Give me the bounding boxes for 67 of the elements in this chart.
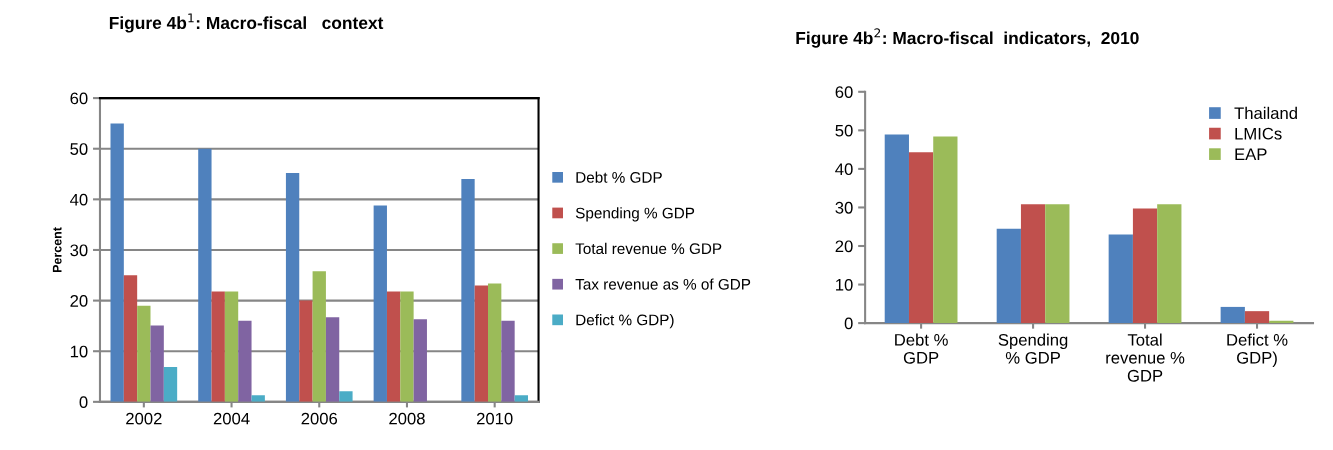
bar — [884, 134, 909, 324]
y-tick-label: 30 — [70, 244, 88, 257]
legend-label: Total revenue % GDP — [575, 242, 722, 255]
chart-title: Figure 4b$^{1}$: Macro-fiscal context — [109, 13, 384, 33]
bar — [373, 205, 387, 402]
bar — [163, 366, 178, 402]
bar — [211, 291, 225, 402]
y-tick-label: 10 — [836, 278, 853, 291]
bar — [996, 228, 1021, 324]
bar — [474, 285, 489, 402]
x-tick-label: 2004 — [213, 412, 250, 425]
legend-label: Defict % GDP) — [576, 314, 674, 329]
y-tick-label: 20 — [70, 295, 88, 307]
bar — [325, 317, 340, 402]
bar — [488, 283, 502, 402]
y-tick-label: 0 — [79, 396, 88, 409]
bar — [137, 305, 151, 402]
x-tick-label: 2008 — [389, 412, 425, 425]
bar — [224, 291, 239, 402]
y-tick-label: 40 — [70, 193, 88, 206]
bar — [1220, 306, 1245, 324]
y-tick-label: 60 — [835, 86, 853, 98]
bar — [285, 173, 300, 402]
bar — [1132, 208, 1158, 324]
x-tick-label: 2002 — [126, 412, 162, 425]
bar — [110, 123, 124, 402]
bar — [501, 320, 515, 402]
y-tick-label: 30 — [835, 201, 853, 214]
bar — [400, 291, 414, 402]
legend-label: EAP — [1235, 148, 1267, 160]
x-tick-label: Debt % GDP — [895, 333, 948, 364]
y-tick-label: 0 — [844, 317, 853, 330]
y-tick-label: 50 — [835, 124, 853, 137]
legend-label: Spending % GDP — [575, 207, 695, 222]
bar — [150, 325, 164, 402]
y-tick-label: 40 — [835, 163, 853, 176]
legend-label: Tax revenue as % of GDP — [575, 278, 751, 290]
bar — [1020, 204, 1046, 324]
bar — [299, 300, 313, 402]
x-tick-label: 2010 — [476, 412, 513, 425]
chart-title: Figure 4b$^{2}$: Macro-fiscal indicators, 2010 — [796, 28, 1139, 48]
legend-label: Thailand — [1234, 106, 1297, 120]
bar — [386, 291, 401, 402]
y-tick-label: 60 — [70, 92, 88, 105]
x-tick-label: Spending % GDP — [998, 333, 1068, 364]
bar — [413, 319, 427, 402]
y-axis-title: Percent — [52, 227, 62, 273]
bar — [312, 271, 326, 402]
bar — [1157, 204, 1182, 324]
bar — [339, 391, 353, 402]
bar — [123, 275, 138, 402]
bar — [908, 152, 934, 324]
legend-label: Debt % GDP — [576, 171, 662, 183]
x-tick-label: Total revenue % GDP — [1106, 333, 1185, 382]
bar — [933, 136, 958, 324]
y-tick-label: 50 — [70, 143, 88, 155]
bar — [1045, 204, 1070, 324]
x-tick-label: Defict % GDP) — [1227, 333, 1288, 367]
bar — [461, 179, 475, 402]
y-tick-label: 10 — [70, 345, 88, 358]
legend-label: LMICs — [1235, 127, 1282, 140]
y-tick-label: 20 — [835, 240, 853, 253]
x-tick-label: 2006 — [301, 412, 338, 425]
bar — [1108, 234, 1133, 324]
bar — [238, 320, 252, 402]
bar — [198, 148, 212, 402]
bar — [1244, 311, 1270, 324]
